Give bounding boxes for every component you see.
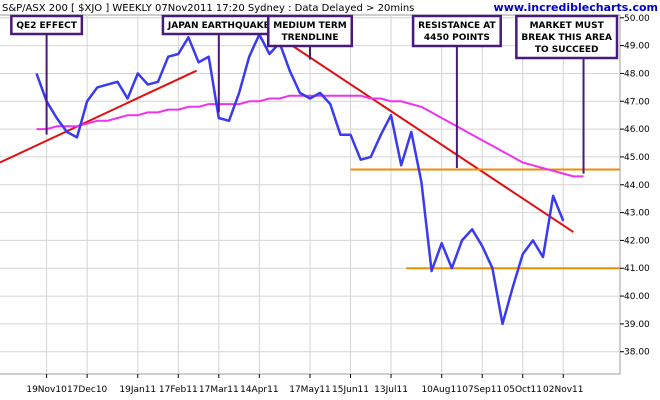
annotation-text: MARKET MUST BREAK THIS AREA TO SUCCEED [521,21,612,55]
x-tick-label: 10Aug11 [421,385,461,395]
annotations: QE2 EFFECT JAPAN EARTHQUAKE MEDIUM TERM TRE… [10,14,619,174]
x-tick-label: 13Jul11 [374,385,408,395]
callout-box [10,14,84,36]
y-tick-label: 47.00 [624,97,650,107]
y-tick-label: 50.00 [624,14,650,24]
x-tick-label: 19Jan11 [119,385,156,395]
series [35,33,584,326]
x-tick-label: 07Sep11 [462,385,502,395]
annotation-callout: JAPAN EARTHQUAKE [161,14,276,113]
y-tick-label: 43.00 [624,209,650,219]
y-tick-label: 44.00 [624,181,650,191]
trendlines [0,36,620,270]
x-axis: 19Nov10 17Dec10 19Jan11 17Feb11 17Mar11 14Apr… [26,374,584,395]
annotation-line: 4450 POINTS [424,33,490,43]
x-tick-label: 14Apr11 [240,385,278,395]
grid [0,15,620,374]
y-tick-label: 46.00 [624,125,650,135]
annotation-line: TO SUCCEED [535,45,599,55]
x-tick-label: 17May11 [289,385,331,395]
y-tick-label: 41.00 [624,264,650,274]
annotation-line: RESISTANCE AT [418,21,496,31]
annotation-text: QE2 EFFECT [16,21,77,31]
annotation-line: QE2 EFFECT [16,21,77,31]
x-tick-label: 05Oct11 [504,385,542,395]
y-tick-label: 40.00 [624,292,650,302]
annotation-line: MARKET MUST [530,21,605,31]
site-link[interactable]: www.incrediblecharts.com [494,1,658,14]
chart-title: S&P/ASX 200 [ $XJO ] WEEKLY 07Nov2011 17… [2,3,414,14]
x-tick-label: 17Dec10 [67,385,108,395]
callout-box [267,14,353,48]
x-tick-label: 02Nov11 [543,385,583,395]
moving-average-line [36,94,584,178]
x-tick-label: 17Feb11 [159,385,198,395]
annotation-text: JAPAN EARTHQUAKE [167,21,270,31]
x-tick-label: 17Mar11 [199,385,239,395]
annotation-line: TRENDLINE [282,33,339,43]
callout-box [515,14,619,60]
annotation-callout: MARKET MUST BREAK THIS AREA TO SUCCEED [515,14,619,174]
annotation-text: RESISTANCE AT 4450 POINTS [418,21,496,43]
price-series-line [35,33,565,326]
y-tick-label: 38.00 [624,348,650,358]
annotation-line: MEDIUM TERM [273,21,347,31]
annotation-callout: MEDIUM TERM TRENDLINE [267,14,353,60]
y-tick-label: 48.00 [624,69,650,79]
y-tick-label: 49.00 [624,42,650,52]
y-axis: 38.00 39.00 40.00 41.00 42.00 43.00 44.00 45.00… [620,14,650,358]
x-tick-label: 15Jun11 [332,385,369,395]
trendline [0,69,197,164]
trendline [279,36,574,233]
x-tick-label: 19Nov10 [26,385,67,395]
annotation-callout: QE2 EFFECT [10,14,84,135]
annotation-text: MEDIUM TERM TRENDLINE [273,21,347,43]
annotation-line: BREAK THIS AREA [521,33,612,43]
y-tick-label: 39.00 [624,320,650,330]
y-tick-label: 42.00 [624,236,650,246]
y-tick-label: 45.00 [624,153,650,163]
annotation-line: JAPAN EARTHQUAKE [167,21,270,31]
annotation-callout: RESISTANCE AT 4450 POINTS [411,14,502,169]
callout-box [411,14,502,48]
